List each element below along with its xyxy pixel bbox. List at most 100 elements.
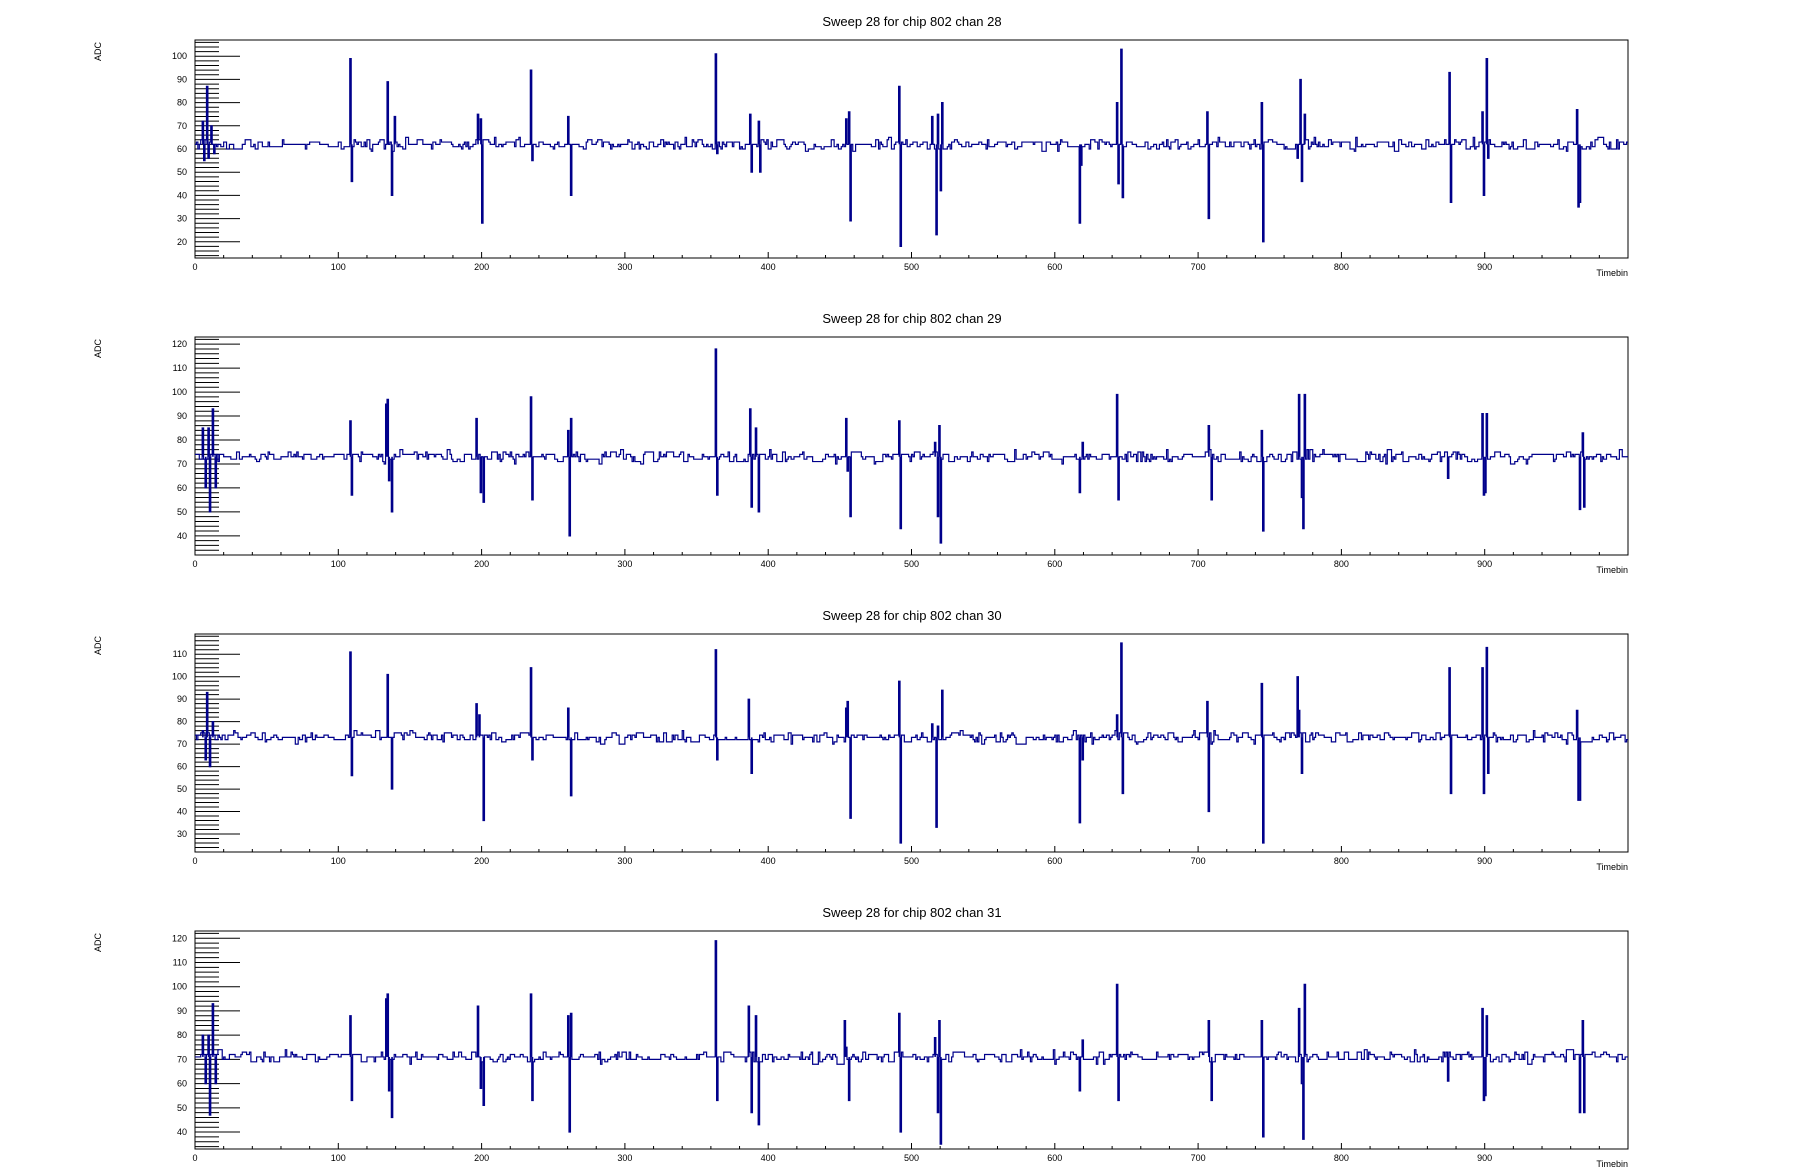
adc-series-line bbox=[195, 642, 1628, 844]
x-tick-label: 900 bbox=[1477, 1153, 1492, 1163]
x-tick-label: 0 bbox=[192, 559, 197, 569]
chart-title: Sweep 28 for chip 802 chan 28 bbox=[822, 14, 1001, 29]
y-tick-label: 50 bbox=[177, 1103, 187, 1113]
x-tick-label: 600 bbox=[1047, 559, 1062, 569]
y-tick-label: 40 bbox=[177, 190, 187, 200]
x-tick-label: 300 bbox=[617, 1153, 632, 1163]
y-axis-label: ADC bbox=[93, 42, 103, 62]
x-tick-label: 100 bbox=[331, 856, 346, 866]
y-tick-label: 70 bbox=[177, 459, 187, 469]
chart-title: Sweep 28 for chip 802 chan 29 bbox=[822, 311, 1001, 326]
y-tick-label: 90 bbox=[177, 1006, 187, 1016]
y-tick-label: 30 bbox=[177, 829, 187, 839]
y-tick-label: 60 bbox=[177, 483, 187, 493]
x-tick-label: 100 bbox=[331, 262, 346, 272]
x-tick-label: 500 bbox=[904, 559, 919, 569]
x-tick-label: 400 bbox=[761, 559, 776, 569]
x-tick-label: 400 bbox=[761, 262, 776, 272]
x-tick-label: 900 bbox=[1477, 856, 1492, 866]
adc-series-line bbox=[195, 348, 1628, 544]
y-tick-label: 20 bbox=[177, 237, 187, 247]
panel-0: Sweep 28 for chip 802 chan 28 ADC Timebin 2… bbox=[93, 14, 1629, 278]
x-tick-label: 900 bbox=[1477, 559, 1492, 569]
x-tick-label: 300 bbox=[617, 559, 632, 569]
y-tick-label: 50 bbox=[177, 507, 187, 517]
plot-frame bbox=[194, 39, 1629, 259]
y-tick-label: 80 bbox=[177, 435, 187, 445]
x-tick-label: 300 bbox=[617, 856, 632, 866]
y-tick-label: 70 bbox=[177, 1054, 187, 1064]
y-axis-label: ADC bbox=[93, 636, 103, 656]
x-tick-label: 600 bbox=[1047, 1153, 1062, 1163]
y-tick-label: 30 bbox=[177, 214, 187, 224]
y-tick-label: 100 bbox=[172, 672, 187, 682]
x-tick-label: 0 bbox=[192, 856, 197, 866]
y-tick-label: 90 bbox=[177, 411, 187, 421]
plot-frame bbox=[194, 336, 1629, 556]
x-tick-label: 100 bbox=[331, 559, 346, 569]
x-tick-label: 200 bbox=[474, 1153, 489, 1163]
x-tick-label: 700 bbox=[1191, 856, 1206, 866]
x-tick-label: 500 bbox=[904, 1153, 919, 1163]
x-tick-label: 400 bbox=[761, 856, 776, 866]
y-tick-label: 110 bbox=[173, 649, 187, 659]
x-tick-label: 700 bbox=[1191, 559, 1206, 569]
y-tick-label: 80 bbox=[177, 1030, 187, 1040]
plot-frame bbox=[194, 633, 1629, 853]
x-tick-label: 900 bbox=[1477, 262, 1492, 272]
adc-series-line bbox=[195, 940, 1628, 1145]
y-tick-label: 100 bbox=[172, 387, 187, 397]
x-tick-label: 700 bbox=[1191, 1153, 1206, 1163]
y-tick-label: 110 bbox=[173, 957, 187, 967]
y-tick-label: 100 bbox=[172, 51, 187, 61]
plot-frame bbox=[194, 930, 1629, 1150]
x-tick-label: 200 bbox=[474, 262, 489, 272]
panel-1: Sweep 28 for chip 802 chan 29 ADC Timebin 4… bbox=[93, 311, 1629, 575]
y-tick-label: 60 bbox=[177, 762, 187, 772]
x-tick-label: 500 bbox=[904, 856, 919, 866]
x-tick-label: 200 bbox=[474, 559, 489, 569]
y-tick-label: 70 bbox=[177, 739, 187, 749]
x-tick-label: 800 bbox=[1334, 856, 1349, 866]
x-tick-label: 0 bbox=[192, 1153, 197, 1163]
y-tick-label: 100 bbox=[172, 982, 187, 992]
y-tick-label: 70 bbox=[177, 121, 187, 131]
chart-title: Sweep 28 for chip 802 chan 30 bbox=[822, 608, 1001, 623]
x-tick-label: 600 bbox=[1047, 856, 1062, 866]
x-tick-label: 600 bbox=[1047, 262, 1062, 272]
x-tick-label: 400 bbox=[761, 1153, 776, 1163]
x-axis-label: Timebin bbox=[1596, 862, 1628, 872]
x-tick-label: 800 bbox=[1334, 559, 1349, 569]
y-tick-label: 80 bbox=[177, 98, 187, 108]
y-tick-label: 50 bbox=[177, 784, 187, 794]
y-tick-label: 40 bbox=[177, 1127, 187, 1137]
x-tick-label: 300 bbox=[617, 262, 632, 272]
panel-3: Sweep 28 for chip 802 chan 31 ADC Timebin 4… bbox=[93, 905, 1629, 1169]
chart-title: Sweep 28 for chip 802 chan 31 bbox=[822, 905, 1001, 920]
y-tick-label: 40 bbox=[177, 531, 187, 541]
x-axis-label: Timebin bbox=[1596, 1159, 1628, 1169]
x-axis-label: Timebin bbox=[1596, 565, 1628, 575]
y-tick-label: 120 bbox=[172, 933, 187, 943]
x-tick-label: 100 bbox=[331, 1153, 346, 1163]
y-tick-label: 120 bbox=[172, 339, 187, 349]
y-tick-label: 60 bbox=[177, 144, 187, 154]
x-tick-label: 200 bbox=[474, 856, 489, 866]
x-tick-label: 800 bbox=[1334, 1153, 1349, 1163]
y-tick-label: 80 bbox=[177, 717, 187, 727]
y-tick-label: 90 bbox=[177, 694, 187, 704]
x-tick-label: 700 bbox=[1191, 262, 1206, 272]
adc-series-line bbox=[195, 48, 1628, 247]
y-axis-label: ADC bbox=[93, 339, 103, 359]
x-axis-label: Timebin bbox=[1596, 268, 1628, 278]
y-axis-label: ADC bbox=[93, 933, 103, 953]
panel-2: Sweep 28 for chip 802 chan 30 ADC Timebin 3… bbox=[93, 608, 1629, 872]
x-tick-label: 500 bbox=[904, 262, 919, 272]
x-tick-label: 800 bbox=[1334, 262, 1349, 272]
y-tick-label: 50 bbox=[177, 167, 187, 177]
y-tick-label: 110 bbox=[173, 363, 187, 373]
y-tick-label: 40 bbox=[177, 807, 187, 817]
y-tick-label: 60 bbox=[177, 1079, 187, 1089]
y-tick-label: 90 bbox=[177, 74, 187, 84]
